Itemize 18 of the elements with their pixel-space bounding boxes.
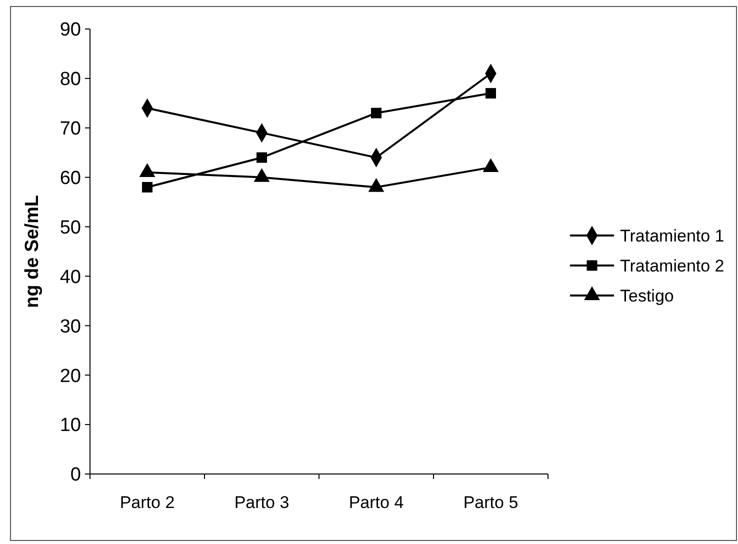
y-axis-title: ng de Se/mL [22, 194, 43, 308]
y-tick-label: 40 [60, 266, 81, 288]
y-tick-label: 70 [60, 118, 81, 140]
y-tick-label: 60 [60, 168, 81, 189]
x-tick-label: Parto 3 [234, 493, 290, 512]
x-tick-label: Parto 2 [120, 493, 175, 512]
y-tick-label: 0 [70, 464, 81, 486]
y-tick-label: 80 [60, 69, 81, 90]
legend-label: Testigo [620, 286, 674, 306]
x-tick-label: Parto 4 [348, 493, 404, 512]
y-tick-label: 50 [60, 217, 81, 238]
legend-label: Tratamiento 2 [620, 256, 724, 276]
legend-label: Tratamiento 1 [620, 226, 724, 246]
x-tick-label: Parto 5 [463, 493, 518, 512]
y-tick-label: 90 [60, 20, 81, 41]
y-tick-label: 30 [60, 316, 81, 338]
y-tick-label: 10 [60, 415, 81, 436]
y-tick-label: 20 [60, 366, 81, 387]
